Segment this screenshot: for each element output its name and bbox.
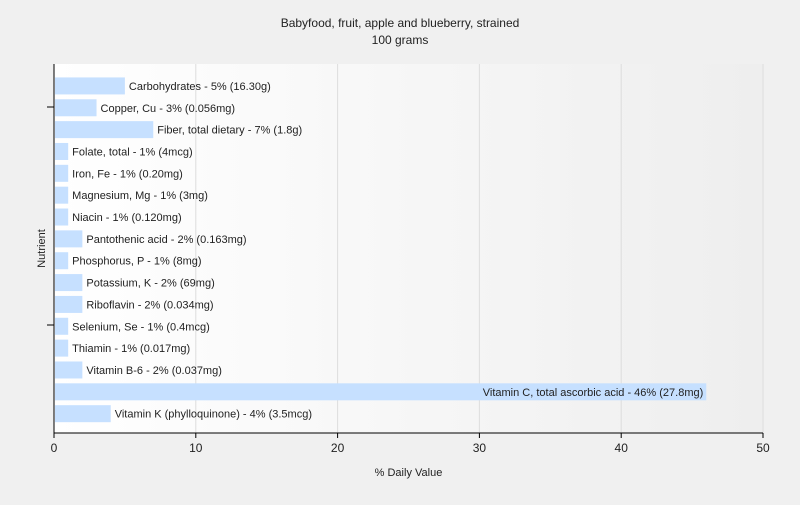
bar (55, 142, 69, 160)
bar (55, 121, 154, 139)
bar (55, 77, 125, 95)
bar-label: Folate, total - 1% (4mcg) (72, 146, 192, 158)
x-tick-label: 20 (331, 441, 345, 455)
chart-title: Babyfood, fruit, apple and blueberry, st… (281, 16, 520, 30)
bar-label: Iron, Fe - 1% (0.20mg) (72, 168, 183, 180)
plot-area (54, 64, 763, 433)
bar (55, 361, 83, 379)
grid-lines (195, 64, 764, 433)
bar-label: Niacin - 1% (0.120mg) (72, 212, 181, 224)
x-tick-label: 0 (51, 441, 58, 455)
bar (55, 230, 83, 248)
bar-label: Phosphorus, P - 1% (8mg) (72, 256, 201, 268)
bar (55, 383, 707, 401)
bar-label: Carbohydrates - 5% (16.30g) (129, 81, 271, 93)
bar-label: Potassium, K - 2% (69mg) (86, 278, 214, 290)
x-axis-label: % Daily Value (375, 467, 443, 479)
bar-label: Thiamin - 1% (0.017mg) (72, 343, 190, 355)
y-axis-label: Nutrient (36, 229, 48, 268)
bar (55, 99, 97, 117)
bar (55, 405, 111, 423)
bar (55, 274, 83, 292)
x-tick-label: 40 (615, 441, 629, 455)
bar-label: Vitamin K (phylloquinone) - 4% (3.5mcg) (115, 409, 312, 421)
bar (55, 164, 69, 182)
x-tick-label: 30 (473, 441, 487, 455)
x-tick-label: 50 (756, 441, 770, 455)
bar-label: Copper, Cu - 3% (0.056mg) (101, 103, 236, 115)
bar-label: Selenium, Se - 1% (0.4mcg) (72, 321, 210, 333)
bar (55, 208, 69, 226)
axes: 0 10 20 30 40 50 (47, 64, 770, 455)
bar (55, 339, 69, 357)
bar-label: Pantothenic acid - 2% (0.163mg) (86, 234, 246, 246)
bar-label: Riboflavin - 2% (0.034mg) (86, 299, 213, 311)
bar (55, 186, 69, 204)
bar-label: Magnesium, Mg - 1% (3mg) (72, 190, 208, 202)
bar-label: Fiber, total dietary - 7% (1.8g) (157, 125, 302, 137)
chart-subtitle: 100 grams (372, 33, 429, 47)
bar (55, 252, 69, 270)
bars: Carbohydrates - 5% (16.30g) Copper, Cu - … (55, 77, 707, 423)
bar (55, 317, 69, 335)
x-tick-label: 10 (189, 441, 203, 455)
bar-label: Vitamin B-6 - 2% (0.037mg) (86, 365, 222, 377)
bar-label: Vitamin C, total ascorbic acid - 46% (27… (483, 387, 704, 399)
bar (55, 295, 83, 313)
